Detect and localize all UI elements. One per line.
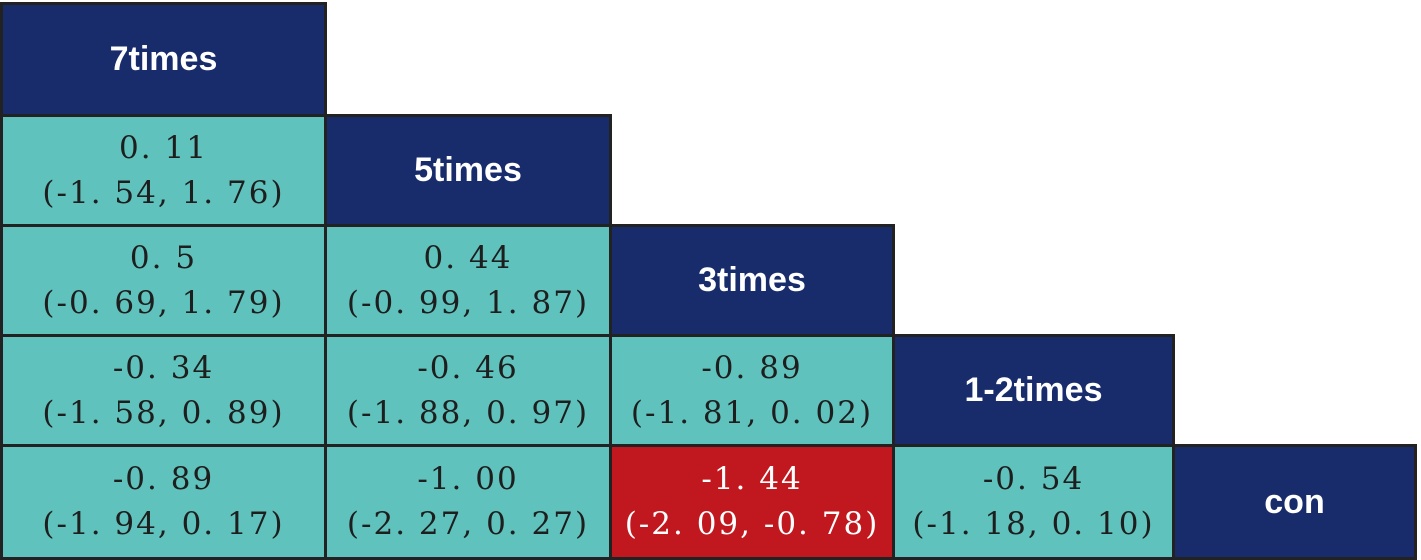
confidence-interval: (-0. 99, 1. 87) xyxy=(346,284,590,321)
treatment-label: con xyxy=(1264,482,1325,521)
comparison-cell: 0. 5 (-0. 69, 1. 79) xyxy=(0,224,327,337)
treatment-label: 1-2times xyxy=(964,371,1103,409)
treatment-label: 3times xyxy=(698,261,806,299)
treatment-label: 7times xyxy=(109,40,218,78)
comparison-cell: -0. 54 (-1. 18, 0. 10) xyxy=(892,444,1175,560)
comparison-cell: -0. 34 (-1. 58, 0. 89) xyxy=(0,334,327,447)
confidence-interval: (-1. 58, 0. 89) xyxy=(42,394,285,431)
comparison-cell: 0. 11 (-1. 54, 1. 76) xyxy=(0,114,327,227)
treatment-header: con xyxy=(1172,444,1417,560)
comparison-cell: -0. 89 (-1. 81, 0. 02) xyxy=(609,334,895,447)
effect-estimate: -0. 34 xyxy=(112,349,215,386)
comparison-cell: -0. 89 (-1. 94, 0. 17) xyxy=(0,444,327,560)
effect-estimate: 0. 5 xyxy=(129,239,198,276)
confidence-interval: (-1. 81, 0. 02) xyxy=(630,394,874,431)
treatment-header: 5times xyxy=(324,114,612,227)
treatment-header: 7times xyxy=(0,2,327,117)
treatment-label: 5times xyxy=(414,151,522,189)
comparison-cell: -0. 46 (-1. 88, 0. 97) xyxy=(324,334,612,447)
confidence-interval: (-2. 09, -0. 78) xyxy=(624,506,880,542)
treatment-header: 3times xyxy=(609,224,895,337)
effect-estimate: -0. 46 xyxy=(417,349,519,386)
comparison-cell: -1. 44 (-2. 09, -0. 78) xyxy=(609,444,895,560)
effect-estimate: -0. 89 xyxy=(112,461,215,497)
effect-estimate: -0. 54 xyxy=(982,461,1085,497)
comparison-cell: 0. 44 (-0. 99, 1. 87) xyxy=(324,224,612,337)
confidence-interval: (-1. 94, 0. 17) xyxy=(42,506,285,542)
confidence-interval: (-2. 27, 0. 27) xyxy=(346,506,590,542)
comparison-cell: -1. 00 (-2. 27, 0. 27) xyxy=(324,444,612,560)
confidence-interval: (-1. 54, 1. 76) xyxy=(42,174,285,211)
treatment-header: 1-2times xyxy=(892,334,1175,447)
effect-estimate: -0. 89 xyxy=(701,349,803,386)
effect-estimate: -1. 00 xyxy=(417,461,519,497)
effect-estimate: -1. 44 xyxy=(701,461,803,497)
effect-estimate: 0. 11 xyxy=(119,129,208,166)
confidence-interval: (-1. 88, 0. 97) xyxy=(346,394,590,431)
effect-estimate: 0. 44 xyxy=(423,239,513,276)
confidence-interval: (-1. 18, 0. 10) xyxy=(912,506,1155,542)
confidence-interval: (-0. 69, 1. 79) xyxy=(42,284,285,321)
